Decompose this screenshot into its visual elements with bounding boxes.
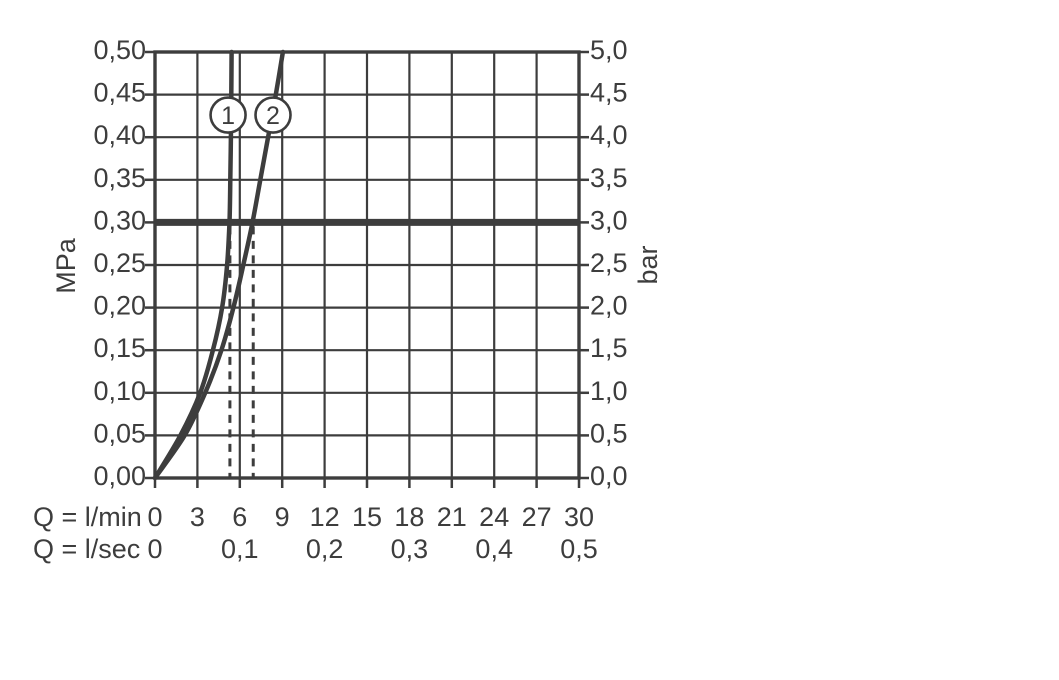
x-lmin-tick-label: 9 bbox=[275, 502, 290, 532]
x-lmin-tick-label: 18 bbox=[394, 502, 424, 532]
y-right-tick-label: 2,0 bbox=[590, 291, 628, 321]
y-left-tick-label: 0,20 bbox=[93, 291, 146, 321]
y-left-tick-label: 0,30 bbox=[93, 205, 146, 235]
y-right-tick-label: 3,5 bbox=[590, 163, 628, 193]
x-lmin-tick-label: 3 bbox=[190, 502, 205, 532]
x-lsec-tick-label: 0 bbox=[147, 534, 162, 564]
series-2-marker-label: 2 bbox=[266, 102, 280, 130]
y-left-tick-label: 0,15 bbox=[93, 333, 146, 363]
y-left-tick-label: 0,40 bbox=[93, 120, 146, 150]
series-1-marker-circle bbox=[209, 96, 247, 134]
x-lmin-tick-label: 0 bbox=[147, 502, 162, 532]
y-right-tick-label: 4,5 bbox=[590, 78, 628, 108]
x-axis-lmin-row-label: Q = l/min bbox=[33, 502, 142, 532]
chart-generated-layer: 0,000,050,100,150,200,250,300,350,400,45… bbox=[93, 35, 627, 564]
y-right-tick-label: 4,0 bbox=[590, 120, 628, 150]
x-lmin-tick-label: 27 bbox=[522, 502, 552, 532]
y-right-tick-label: 2,5 bbox=[590, 248, 628, 278]
series-1-marker-label: 1 bbox=[221, 102, 235, 130]
y-right-tick-label: 1,0 bbox=[590, 376, 628, 406]
x-lmin-tick-label: 24 bbox=[479, 502, 509, 532]
y-left-tick-label: 0,00 bbox=[93, 461, 146, 491]
y-left-tick-label: 0,05 bbox=[93, 418, 146, 448]
x-lmin-tick-label: 21 bbox=[437, 502, 467, 532]
series-2-marker-circle bbox=[254, 96, 292, 134]
x-lmin-tick-label: 12 bbox=[310, 502, 340, 532]
y-left-tick-label: 0,50 bbox=[93, 35, 146, 65]
x-lmin-tick-label: 15 bbox=[352, 502, 382, 532]
x-lsec-tick-label: 0,1 bbox=[221, 534, 259, 564]
y-left-tick-label: 0,10 bbox=[93, 376, 146, 406]
x-lmin-tick-label: 6 bbox=[232, 502, 247, 532]
x-lsec-tick-label: 0,5 bbox=[560, 534, 598, 564]
y-axis-left-unit-label: MPa bbox=[51, 237, 81, 294]
x-lsec-tick-label: 0,2 bbox=[306, 534, 344, 564]
x-lsec-tick-label: 0,3 bbox=[391, 534, 429, 564]
y-right-tick-label: 3,0 bbox=[590, 205, 628, 235]
y-left-tick-label: 0,45 bbox=[93, 78, 146, 108]
y-left-tick-label: 0,35 bbox=[93, 163, 146, 193]
y-right-tick-label: 0,5 bbox=[590, 418, 628, 448]
x-lmin-tick-label: 30 bbox=[564, 502, 594, 532]
y-right-tick-label: 0,0 bbox=[590, 461, 628, 491]
y-right-tick-label: 1,5 bbox=[590, 333, 628, 363]
x-lsec-tick-label: 0,4 bbox=[475, 534, 513, 564]
y-axis-right-unit-label: bar bbox=[633, 245, 663, 284]
y-left-tick-label: 0,25 bbox=[93, 248, 146, 278]
x-axis-lsec-row-label: Q = l/sec bbox=[33, 534, 140, 564]
y-right-tick-label: 5,0 bbox=[590, 35, 628, 65]
